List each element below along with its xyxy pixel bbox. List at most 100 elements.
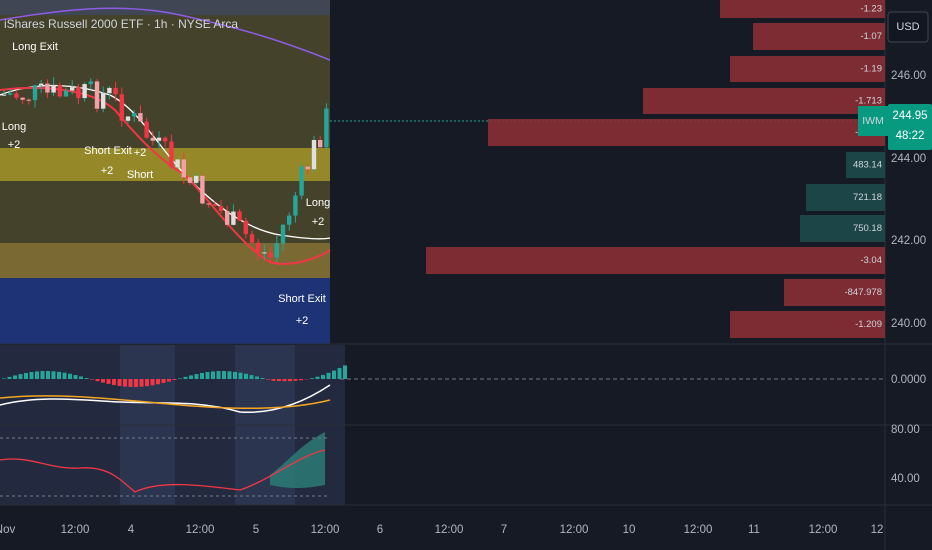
last-price: 244.95 xyxy=(892,110,927,122)
osc-line xyxy=(0,384,331,414)
profile-label: -1.209 xyxy=(855,319,882,330)
osc-bar xyxy=(260,378,265,379)
osc-bar xyxy=(194,374,199,379)
zone xyxy=(0,243,330,278)
profile-bar xyxy=(753,23,885,50)
time-label: 7 xyxy=(501,524,507,536)
price-label: 246.00 xyxy=(891,70,926,82)
profile-label: -1.713 xyxy=(855,96,882,107)
profile-label: 483.14 xyxy=(853,160,882,171)
time-label: 5 xyxy=(253,524,259,536)
profile-bar xyxy=(800,215,885,242)
candle xyxy=(256,242,261,253)
candle xyxy=(138,113,143,122)
profile-bar xyxy=(488,119,885,146)
profile-label: -1.19 xyxy=(860,64,882,75)
candle xyxy=(101,93,106,109)
profile-bar xyxy=(784,279,885,306)
osc-bar xyxy=(277,379,281,382)
candle xyxy=(268,252,273,258)
currency-button[interactable] xyxy=(887,11,929,43)
osc-bar xyxy=(321,374,325,379)
osc-bar xyxy=(51,371,56,379)
osc-bar xyxy=(73,375,78,379)
osc-bar xyxy=(337,368,342,379)
osc-bar xyxy=(90,379,94,380)
candle xyxy=(243,220,248,235)
candle xyxy=(94,81,100,109)
time-label: 12:00 xyxy=(560,524,589,536)
osc-bar xyxy=(2,378,6,379)
osc-bar xyxy=(332,370,336,379)
candle xyxy=(311,140,317,170)
osc-bar xyxy=(62,372,67,379)
osc-bar xyxy=(222,371,226,379)
profile-label: -847.978 xyxy=(844,287,882,298)
signal-label: +2 xyxy=(296,315,309,327)
candle xyxy=(231,211,236,225)
osc-bar xyxy=(293,379,298,381)
candle xyxy=(218,205,224,211)
time-label: 10 xyxy=(623,524,636,536)
osc-bar xyxy=(145,379,149,387)
osc-bar xyxy=(216,371,221,379)
time-label: 12:00 xyxy=(809,524,838,536)
candle xyxy=(163,137,168,142)
osc-bar xyxy=(343,365,347,379)
osc-bar xyxy=(35,371,39,379)
candle xyxy=(169,141,174,168)
osc-bar xyxy=(189,375,193,379)
osc-line xyxy=(0,395,331,410)
rsi-line xyxy=(0,449,326,493)
countdown: 48:22 xyxy=(896,130,925,142)
history-area xyxy=(0,0,345,505)
signal-label: Long xyxy=(2,121,26,133)
currency[interactable]: USD xyxy=(896,21,919,33)
time-label: 4 xyxy=(128,524,135,536)
candle xyxy=(125,116,131,121)
candle xyxy=(45,83,50,93)
osc-bar xyxy=(150,379,155,386)
osc-bar xyxy=(68,373,72,379)
labels: 246.00 244.00 242.00 240.00 0.0000 80.00 40.00… xyxy=(0,41,926,536)
osc-bar xyxy=(255,376,259,379)
candle xyxy=(144,121,149,138)
candle xyxy=(287,215,292,225)
osc-bar xyxy=(106,379,111,384)
candle xyxy=(76,87,81,99)
candle xyxy=(175,159,180,168)
time-label: 12:00 xyxy=(61,524,90,536)
osc-bar xyxy=(40,371,45,379)
osc-bar xyxy=(200,372,204,379)
osc-bar xyxy=(178,378,182,379)
profile-label: -3.04 xyxy=(860,255,882,266)
osc-bar xyxy=(183,376,188,379)
osc-bar xyxy=(299,379,303,381)
price-label: 244.00 xyxy=(891,153,926,165)
signal-label: Short Exit xyxy=(84,145,132,157)
signal-label: +2 xyxy=(312,216,325,228)
oscillator xyxy=(2,365,347,387)
osc-bar xyxy=(101,379,105,383)
osc-bar xyxy=(249,375,254,379)
candle xyxy=(8,93,13,95)
osc-bar xyxy=(310,378,314,379)
time-label: 12:00 xyxy=(311,524,340,536)
candle xyxy=(51,85,56,93)
osc-bar xyxy=(315,376,320,379)
signal-label: Short Exit xyxy=(278,293,326,305)
candle xyxy=(293,195,298,216)
candle xyxy=(26,99,31,101)
candle xyxy=(132,113,137,117)
osc-bar xyxy=(123,379,127,387)
osc-bar xyxy=(18,374,23,379)
osc-bar xyxy=(128,379,133,387)
candle xyxy=(107,87,112,94)
candle xyxy=(187,177,193,183)
osc-bar xyxy=(227,371,232,379)
osc-bar xyxy=(79,376,83,379)
osc-bar xyxy=(134,379,138,387)
symbol: IWM xyxy=(862,115,884,127)
candle xyxy=(113,87,118,95)
